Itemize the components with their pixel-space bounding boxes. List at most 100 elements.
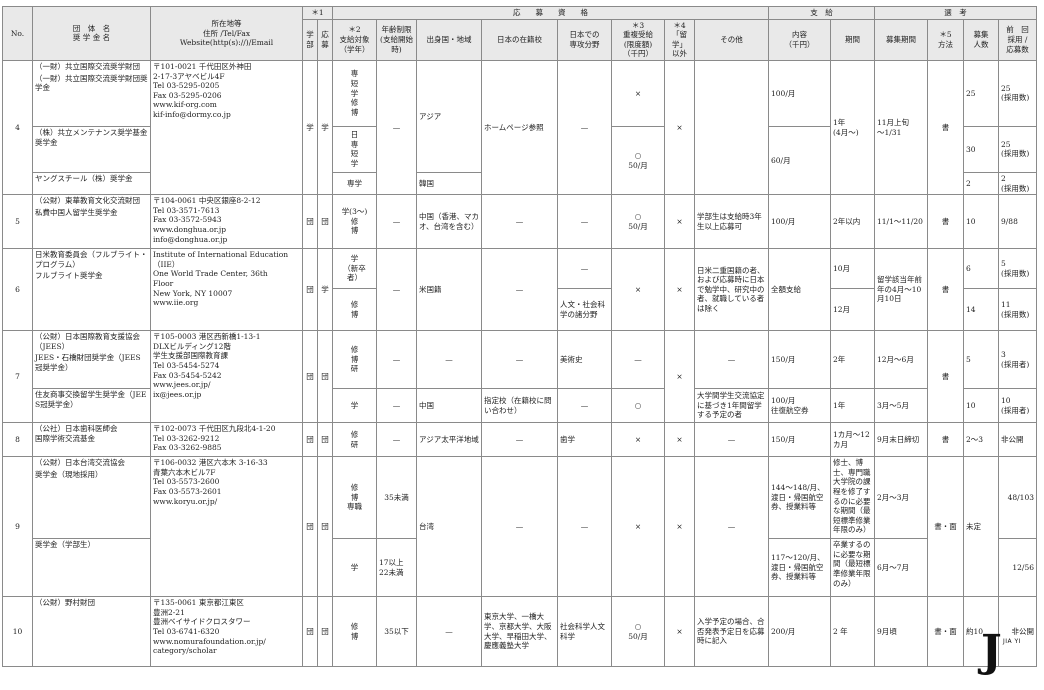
col-senkou-bunya: 日本での 専攻分野 bbox=[557, 18, 612, 61]
major-cell: 歯学 bbox=[557, 422, 612, 458]
age-cell: 35未満 bbox=[376, 456, 417, 540]
pay-cell: 100/月 bbox=[768, 59, 831, 127]
star4-cell: × bbox=[664, 330, 695, 424]
col-naiyou: 内容 （千円） bbox=[768, 18, 831, 61]
taisho-cell: 専学 bbox=[332, 171, 377, 196]
col-sonota: その他 bbox=[694, 18, 769, 61]
num-cell: 2～3 bbox=[963, 422, 999, 458]
boshu-cell: 3月～5月 bbox=[874, 388, 928, 424]
address-cell: 〒106-0032 港区六本木 3-16-33 青葉六本木ビル7F Tel 03-5… bbox=[150, 456, 303, 598]
age-cell: — bbox=[376, 422, 417, 458]
gakubu-cell: 団 bbox=[302, 330, 318, 424]
org-cell: （公財）日本台湾交流協会 奨学金（現地採用） bbox=[32, 456, 151, 540]
org-cell: ヤングスチール（株）奨学金 bbox=[32, 171, 151, 196]
school-cell: 東京大学、一橋大学、京都大学、大阪大学、早稲田大学、慶應義塾大学 bbox=[481, 596, 558, 668]
table-row: 6 日米教育委員会（フルブライト・プログラム） フルブライト奨学金 Institu… bbox=[2, 248, 1037, 332]
org-cell: （公財）東華教育文化交流財団 私費中国人留学生奨学金 bbox=[32, 194, 151, 250]
prev-cell: 11 (採用数) bbox=[998, 288, 1037, 332]
school-cell: ホームページ参照 bbox=[481, 59, 558, 196]
pay-cell: 100/月 bbox=[768, 194, 831, 250]
major-cell: — bbox=[557, 194, 612, 250]
star4-cell: × bbox=[664, 194, 695, 250]
col-ninzu: 募集 人数 bbox=[963, 18, 999, 61]
period-cell: 2 年 bbox=[830, 596, 875, 668]
org-cell: 日米教育委員会（フルブライト・プログラム） フルブライト奨学金 bbox=[32, 248, 151, 332]
row-no: 7 bbox=[2, 330, 33, 424]
taisho-cell: 専短学修博 bbox=[332, 59, 377, 127]
prev-cell: 2 (採用数) bbox=[998, 171, 1037, 196]
gakubu-cell: 団 bbox=[302, 456, 318, 598]
table-row: （株）共立メンテナンス奨学基金奨学金 日専短学 ○ 50/月 60/月 30 25… bbox=[3, 125, 1037, 196]
logo-text: JIA YI bbox=[1003, 638, 1021, 645]
major-cell: 人文・社会科学の諸分野 bbox=[557, 288, 612, 332]
other-cell bbox=[694, 59, 769, 196]
prev-cell: 48/103 bbox=[998, 456, 1037, 540]
other-cell: — bbox=[694, 422, 769, 458]
country-cell: アジア bbox=[416, 59, 482, 173]
col-star5: ＊5 方法 bbox=[927, 18, 964, 61]
gakubu-cell: 団 bbox=[302, 596, 318, 668]
taisho-cell: 修博 bbox=[332, 288, 377, 332]
num-cell: 10 bbox=[963, 388, 999, 424]
boshu-cell: 9月頃 bbox=[874, 596, 928, 668]
period-cell: 1年 bbox=[830, 388, 875, 424]
oubo-cell: 学 bbox=[317, 248, 333, 332]
address-cell: 〒105-0003 港区西新橋1-13-1 DLXビルディング12階 学生支援部国際… bbox=[150, 330, 303, 424]
col-org: 団 体 名奨 学 金 名 bbox=[32, 6, 151, 61]
col-star4: ＊4 「留学」 以外 bbox=[664, 18, 695, 61]
scholarship-table-page: No. 団 体 名奨 学 金 名 所在地等 住所 /Tel/Fax Website(… bbox=[2, 6, 1037, 668]
col-senkou: 選 考 bbox=[874, 6, 1037, 20]
table-row: 7 （公財）日本国際教育支援協会（JEES） JEES・石橋財団奨学金（JEES冠… bbox=[2, 330, 1037, 424]
taisho-cell: 学 bbox=[332, 388, 377, 424]
country-cell: — bbox=[416, 330, 482, 390]
col-star3: ＊3 重複受給 (限度額) （千円） bbox=[611, 18, 665, 61]
col-no: No. bbox=[2, 6, 33, 61]
dup-cell: ○ 50/月 bbox=[611, 125, 665, 196]
boshu-cell: 11/1～11/20 bbox=[874, 194, 928, 250]
period-cell: 12月 bbox=[830, 288, 875, 332]
dup-cell: ○ bbox=[611, 388, 665, 424]
school-cell: — bbox=[481, 248, 558, 332]
period-cell: 修士、博士、専門職大学院の課程を修了するのに必要な期間（最短標準修業年限のみ） bbox=[830, 456, 875, 540]
other-cell: 入学予定の場合、合否発表予定日を応募時に記入 bbox=[694, 596, 769, 668]
period-cell: 10月 bbox=[830, 248, 875, 290]
star4-cell: × bbox=[664, 596, 695, 668]
org-cell: 奨学金（学部生） bbox=[32, 538, 151, 598]
prev-cell: 非公開 bbox=[998, 422, 1037, 458]
method-cell: 書・面 bbox=[927, 456, 964, 598]
dup-cell: — bbox=[611, 330, 665, 390]
period-cell: 卒業するのに必要な期間（最短標準修業年限のみ） bbox=[830, 538, 875, 598]
age-cell: — bbox=[376, 194, 417, 250]
table-row: 9 （公財）日本台湾交流協会 奨学金（現地採用） 〒106-0032 港区六本木 … bbox=[2, 456, 1037, 598]
address-cell: 〒102-0073 千代田区九段北4-1-20 Tel 03-3262-9212 F… bbox=[150, 422, 303, 458]
dup-cell: × bbox=[611, 59, 665, 127]
col-shikaku: 応 募 資 格 bbox=[332, 6, 769, 20]
num-cell: 14 bbox=[963, 288, 999, 332]
dup-cell: × bbox=[611, 248, 665, 332]
org-cell: （公社）日本歯科医師会 国際学術交流基金 bbox=[32, 422, 151, 458]
num-cell: 10 bbox=[963, 194, 999, 250]
age-cell: — bbox=[376, 248, 417, 332]
table-row: 修博 人文・社会科学の諸分野 12月 14 11 (採用数) bbox=[3, 288, 1037, 332]
taisho-cell: 日専短学 bbox=[332, 125, 377, 173]
org-cell: （公財）野村財団 bbox=[32, 596, 151, 668]
address-cell: 〒135-0061 東京都江東区 豊洲2-21 豊洲ベイサイドクロスタワー Tel 0… bbox=[150, 596, 303, 668]
school-cell: — bbox=[481, 330, 558, 390]
gakubu-cell: 団 bbox=[302, 248, 318, 332]
row-no: 6 bbox=[2, 248, 33, 332]
major-cell: — bbox=[557, 59, 612, 196]
table-row: ヤングスチール（株）奨学金 専学 韓国 2 2 (採用数) bbox=[3, 171, 1037, 196]
age-cell: 17以上 22未満 bbox=[376, 538, 417, 598]
other-cell: 日米二重国籍の者、および応募時に日本で勉学中、研究中の者、就職している者は除く bbox=[694, 248, 769, 332]
gakubu-cell: 学 bbox=[302, 59, 318, 196]
address-cell: 〒104-0061 中央区銀座8-2-12 Tel 03-3571-7613 Fax… bbox=[150, 194, 303, 250]
country-cell: 米国籍 bbox=[416, 248, 482, 332]
taisho-cell: 修研 bbox=[332, 422, 377, 458]
dup-cell: × bbox=[611, 456, 665, 598]
country-cell: 中国（香港、マカオ、台湾を含む） bbox=[416, 194, 482, 250]
num-cell: 2 bbox=[963, 171, 999, 196]
table-row: 4 （一財）共立国際交流奨学財団 （一財）共立国際交流奨学財団奨学金 〒101-0… bbox=[2, 59, 1037, 196]
prev-cell: 12/56 bbox=[998, 538, 1037, 598]
star4-cell: × bbox=[664, 248, 695, 332]
brand-logo: J JIA YI bbox=[981, 626, 1031, 680]
